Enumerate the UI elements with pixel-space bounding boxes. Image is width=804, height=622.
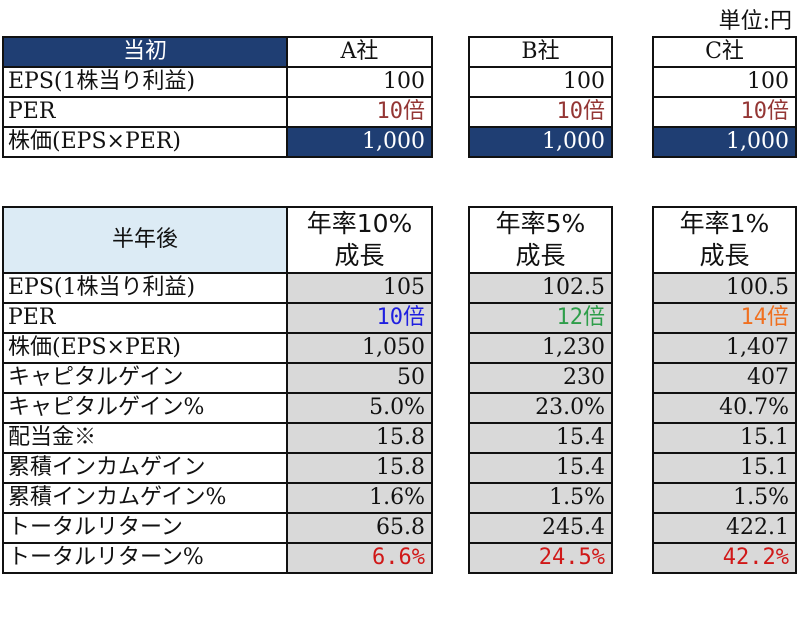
after-label-income-gain: 累積インカムゲイン xyxy=(2,452,288,484)
initial-header: 当初 xyxy=(2,36,288,68)
after-total-return-pct-c: 42.2% xyxy=(652,542,797,574)
after-dividend-c: 15.1 xyxy=(652,422,797,454)
after-income-gain-c: 15.1 xyxy=(652,452,797,484)
company-b-header: B社 xyxy=(468,36,613,68)
after-label-price: 株価(EPS×PER) xyxy=(2,332,288,364)
company-c-header: C社 xyxy=(652,36,797,68)
price-value-b: 1,000 xyxy=(468,126,613,158)
after-capital-gain-c: 407 xyxy=(652,362,797,394)
row-label-eps: EPS(1株当り利益) xyxy=(2,66,288,98)
after-income-gain-pct-a: 1.6% xyxy=(286,482,433,514)
after-label-income-gain-pct: 累積インカムゲイン% xyxy=(2,482,288,514)
after-capital-gain-pct-b: 23.0% xyxy=(468,392,613,424)
unit-label: 単位:円 xyxy=(718,9,792,34)
after-label-capital-gain-pct: キャピタルゲイン% xyxy=(2,392,288,424)
after-price-a: 1,050 xyxy=(286,332,433,364)
initial-table-b: B社 100 10倍 1,000 xyxy=(468,36,613,158)
after-label-total-return-pct: トータルリターン% xyxy=(2,542,288,574)
after-table-c: 年率1% 成長 100.5 14倍 1,407 407 40.7% 15.1 1… xyxy=(652,206,797,574)
after-per-a: 10倍 xyxy=(286,302,433,334)
after-header: 半年後 xyxy=(2,206,288,274)
growth-header-c: 年率1% 成長 xyxy=(652,206,797,274)
growth-rate-b: 年率5% xyxy=(495,209,586,238)
growth-rate-a: 年率10% xyxy=(306,209,413,238)
after-label-dividend: 配当金※ xyxy=(2,422,288,454)
after-total-return-pct-a: 6.6% xyxy=(286,542,433,574)
eps-value-a: 100 xyxy=(286,66,433,98)
eps-value-c: 100 xyxy=(652,66,797,98)
after-table-b: 年率5% 成長 102.5 12倍 1,230 230 23.0% 15.4 1… xyxy=(468,206,613,574)
initial-table-c: C社 100 10倍 1,000 xyxy=(652,36,797,158)
after-label-capital-gain: キャピタルゲイン xyxy=(2,362,288,394)
after-price-c: 1,407 xyxy=(652,332,797,364)
after-total-return-b: 245.4 xyxy=(468,512,613,544)
after-income-gain-b: 15.4 xyxy=(468,452,613,484)
per-value-b: 10倍 xyxy=(468,96,613,128)
initial-table-a: 当初 A社 EPS(1株当り利益) 100 PER 10倍 株価(EPS×PER… xyxy=(2,36,433,158)
after-capital-gain-pct-a: 5.0% xyxy=(286,392,433,424)
after-income-gain-pct-b: 1.5% xyxy=(468,482,613,514)
row-label-per: PER xyxy=(2,96,288,128)
growth-word-c: 成長 xyxy=(699,241,750,270)
after-dividend-a: 15.8 xyxy=(286,422,433,454)
eps-value-b: 100 xyxy=(468,66,613,98)
after-dividend-b: 15.4 xyxy=(468,422,613,454)
after-price-b: 1,230 xyxy=(468,332,613,364)
after-per-b: 12倍 xyxy=(468,302,613,334)
growth-header-a: 年率10% 成長 xyxy=(286,206,433,274)
after-income-gain-a: 15.8 xyxy=(286,452,433,484)
growth-word-b: 成長 xyxy=(515,241,566,270)
growth-header-b: 年率5% 成長 xyxy=(468,206,613,274)
after-eps-c: 100.5 xyxy=(652,272,797,304)
after-total-return-a: 65.8 xyxy=(286,512,433,544)
growth-word-a: 成長 xyxy=(334,241,385,270)
after-capital-gain-b: 230 xyxy=(468,362,613,394)
after-table-a: 半年後 年率10% 成長 EPS(1株当り利益) 105 PER 10倍 株価(… xyxy=(2,206,433,574)
after-label-total-return: トータルリターン xyxy=(2,512,288,544)
after-label-per: PER xyxy=(2,302,288,334)
after-eps-b: 102.5 xyxy=(468,272,613,304)
after-label-eps: EPS(1株当り利益) xyxy=(2,272,288,304)
per-value-c: 10倍 xyxy=(652,96,797,128)
growth-rate-c: 年率1% xyxy=(679,209,770,238)
after-total-return-c: 422.1 xyxy=(652,512,797,544)
row-label-price: 株価(EPS×PER) xyxy=(2,126,288,158)
per-value-a: 10倍 xyxy=(286,96,433,128)
after-capital-gain-pct-c: 40.7% xyxy=(652,392,797,424)
company-a-header: A社 xyxy=(286,36,433,68)
after-capital-gain-a: 50 xyxy=(286,362,433,394)
after-eps-a: 105 xyxy=(286,272,433,304)
after-total-return-pct-b: 24.5% xyxy=(468,542,613,574)
after-per-c: 14倍 xyxy=(652,302,797,334)
after-income-gain-pct-c: 1.5% xyxy=(652,482,797,514)
price-value-c: 1,000 xyxy=(652,126,797,158)
price-value-a: 1,000 xyxy=(286,126,433,158)
